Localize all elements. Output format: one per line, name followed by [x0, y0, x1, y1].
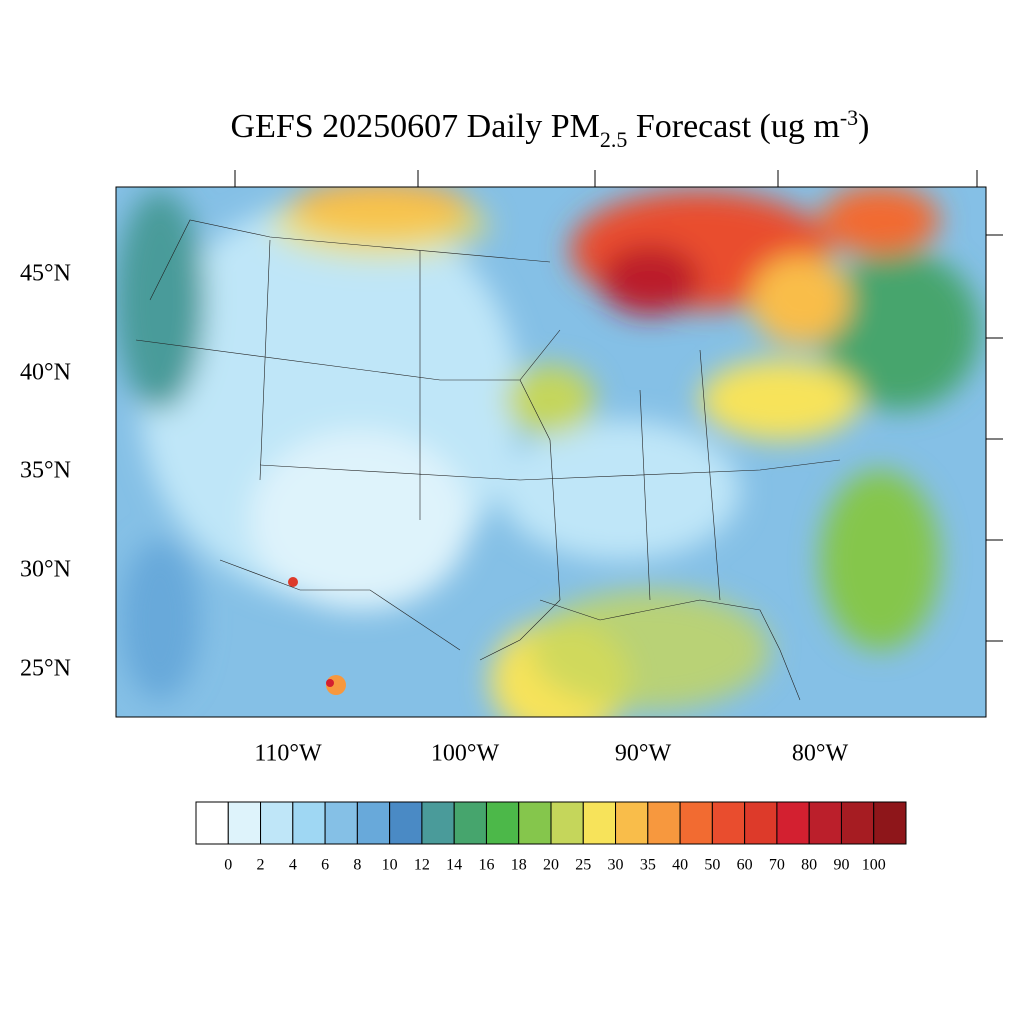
colorbar-label: 35	[640, 857, 656, 874]
color-box	[389, 801, 423, 845]
color-box	[292, 801, 326, 845]
colorbar-label: 50	[704, 857, 720, 874]
color-box	[518, 801, 552, 845]
colorbar-label: 16	[478, 857, 494, 874]
colorbar-label: 20	[543, 857, 559, 874]
color-box	[453, 801, 487, 845]
colorbar-label: 40	[672, 857, 688, 874]
color-box	[711, 801, 746, 845]
colorbar-label: 80	[801, 857, 817, 874]
title-mid: Forecast (ug m	[627, 108, 839, 145]
colorbar-label: 30	[608, 857, 624, 874]
title-end: )	[858, 108, 869, 145]
colorbar-label: 12	[414, 857, 430, 874]
title: GEFS 20250607 Daily PM2.5 Forecast (ug m…	[231, 105, 870, 152]
colorbar-label: 18	[511, 857, 527, 874]
lon-label: 100°W	[431, 741, 500, 767]
colorbar-label: 4	[289, 857, 297, 874]
color-box	[679, 801, 713, 845]
colorbar-label: 6	[321, 857, 329, 874]
colorbar-label: 8	[353, 857, 361, 874]
colorbar-label: 2	[257, 857, 265, 874]
color-box	[550, 801, 584, 845]
lat-label: 45°N	[20, 261, 71, 287]
color-box	[615, 801, 649, 845]
lat-label: 25°N	[20, 656, 71, 682]
color-box	[582, 801, 617, 845]
title-sup: -3	[840, 105, 858, 130]
map-frame	[115, 186, 987, 718]
color-box	[840, 801, 875, 845]
colorbar-label: 10	[382, 857, 398, 874]
map-field	[116, 187, 986, 717]
color-box	[260, 801, 294, 845]
color-box	[776, 801, 810, 845]
color-box	[324, 801, 358, 845]
colorbar-label: 70	[769, 857, 785, 874]
colorbar-label: 25	[575, 857, 591, 874]
colorbar-label: 14	[446, 857, 462, 874]
colorbar-label: 100	[862, 857, 886, 874]
axis-ticks	[234, 170, 1003, 642]
lat-label: 35°N	[20, 458, 71, 484]
title-main: GEFS 20250607 Daily PM	[231, 108, 600, 145]
color-box	[421, 801, 455, 845]
lat-label: 30°N	[20, 557, 71, 583]
lon-label: 80°W	[792, 741, 849, 767]
colorbar-label: 90	[833, 857, 849, 874]
color-box	[195, 801, 229, 845]
color-box	[808, 801, 842, 845]
color-box	[647, 801, 681, 845]
color-box	[485, 801, 520, 845]
lon-label: 110°W	[254, 741, 322, 767]
lon-label: 90°W	[615, 741, 672, 767]
colorbar: 0 2 4 6 8 10 12 14 16 18 20 25 30 35 40 50 60 70 80 90 100	[195, 801, 907, 874]
color-box	[873, 801, 907, 845]
colorbar-label: 60	[737, 857, 753, 874]
color-box	[356, 801, 391, 845]
title-sub: 2.5	[600, 127, 628, 152]
color-box	[227, 801, 262, 845]
colorbar-label: 0	[224, 857, 232, 874]
lat-label: 40°N	[20, 360, 71, 386]
color-box	[744, 801, 778, 845]
